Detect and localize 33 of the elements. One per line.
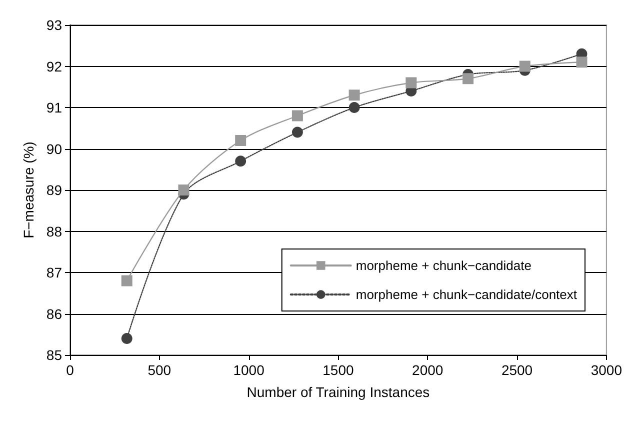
x-tick-label: 1000: [233, 362, 265, 378]
y-tick-label: 93: [46, 17, 62, 33]
y-tick-label: 92: [46, 58, 62, 74]
point: [121, 333, 132, 344]
x-tick-label: 500: [148, 362, 172, 378]
point: [235, 135, 246, 146]
x-tick-label: 1500: [322, 362, 354, 378]
y-tick-label: 87: [46, 264, 62, 280]
point: [519, 60, 530, 72]
y-axis-title: F−measure (%): [20, 142, 37, 238]
point: [462, 73, 474, 84]
x-tick-label: 2000: [412, 362, 444, 378]
point: [292, 126, 303, 138]
y-tick-label: 86: [46, 306, 62, 322]
y-tick-label: 91: [46, 100, 62, 116]
legend-label: morpheme + chunk−candidate/context: [356, 287, 578, 302]
y-tick-label: 88: [46, 223, 62, 240]
point: [348, 90, 360, 101]
point: [235, 156, 246, 167]
y-tick-label: 85: [46, 347, 62, 363]
point: [348, 102, 360, 113]
point: [121, 275, 132, 286]
x-axis-title: Number of Training Instances: [246, 384, 430, 400]
point: [178, 184, 190, 196]
y-tick-label: 90: [46, 140, 62, 157]
x-tick-label: 3000: [590, 362, 622, 378]
point: [406, 77, 417, 88]
x-tick-label: 2500: [501, 362, 533, 378]
point: [292, 110, 303, 122]
legend-label: morpheme + chunk−candidate: [356, 258, 532, 273]
x-tick-label: 0: [66, 362, 74, 378]
point: [576, 56, 588, 68]
y-tick-label: 89: [46, 182, 62, 198]
